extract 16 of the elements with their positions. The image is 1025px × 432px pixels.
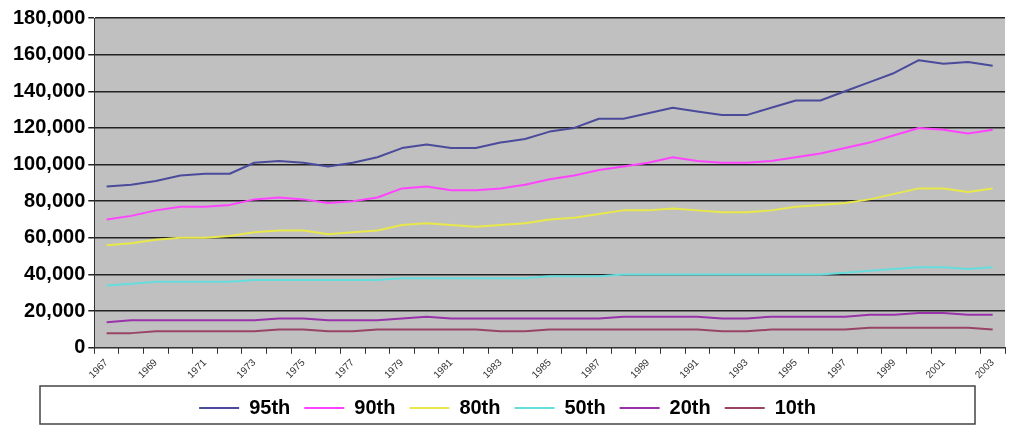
y-tick-label: 20,000 bbox=[24, 298, 86, 321]
legend-label: 20th bbox=[669, 395, 711, 418]
legend-label: 80th bbox=[459, 395, 501, 418]
legend-label: 10th bbox=[774, 395, 816, 418]
y-tick-label: 0 bbox=[74, 335, 86, 358]
y-tick-label: 40,000 bbox=[24, 262, 86, 285]
y-tick-label: 100,000 bbox=[13, 152, 86, 175]
legend-label: 50th bbox=[564, 395, 606, 418]
y-tick-label: 180,000 bbox=[13, 5, 86, 28]
y-tick-label: 140,000 bbox=[13, 78, 86, 101]
legend-label: 95th bbox=[249, 395, 291, 418]
y-tick-label: 60,000 bbox=[24, 225, 86, 248]
legend-label: 90th bbox=[354, 395, 396, 418]
y-tick-label: 80,000 bbox=[24, 188, 86, 211]
y-tick-label: 160,000 bbox=[13, 42, 86, 65]
y-tick-label: 120,000 bbox=[13, 115, 86, 138]
